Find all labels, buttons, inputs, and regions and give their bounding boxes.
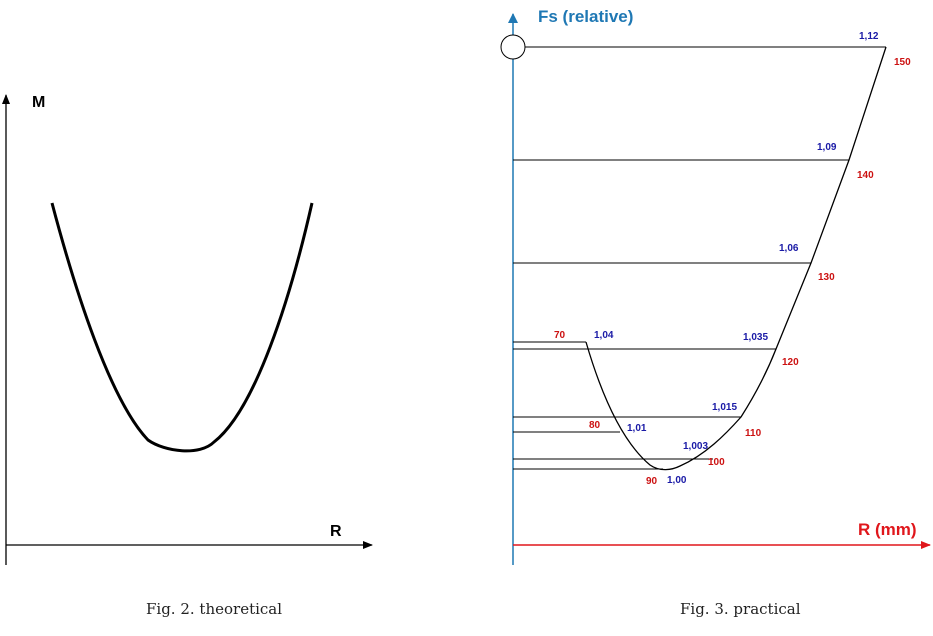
fig2-x-label: R [330,523,342,540]
fig3-fs-curve [585,46,887,471]
top-circle-marker [500,34,526,60]
r-label-140: 140 [857,170,874,181]
fs-label-1-06: 1,06 [779,243,799,254]
fig2-y-label: M [32,94,45,111]
fs-label-1-035: 1,035 [743,332,768,343]
fig3-y-label: Fs (relative) [538,7,633,26]
fig2-caption: Fig. 2. theoretical [146,600,283,618]
fs-label-1-04: 1,04 [594,330,614,341]
fs-label-1-00: 1,00 [667,475,687,486]
fig3-x-label: R (mm) [858,520,917,539]
r-label-120: 120 [782,357,799,368]
r-label-90: 90 [646,476,658,487]
fs-label-1-003: 1,003 [683,441,708,452]
r-label-130: 130 [818,272,835,283]
r-label-70: 70 [554,330,566,341]
r-label-150: 150 [894,57,911,68]
r-label-100: 100 [708,457,725,468]
fs-label-1-09: 1,09 [817,142,837,153]
fs-label-1-01: 1,01 [627,423,647,434]
fig3-practical: Fs (relative) R (mm) 1,12 1,09 1,06 1,03… [500,7,931,565]
r-label-110: 110 [745,428,762,439]
fig2-u-curve [50,202,314,453]
fig2-theoretical: M R [1,94,373,565]
fs-label-1-015: 1,015 [712,402,737,413]
r-label-80: 80 [589,420,601,431]
fs-label-1-12: 1,12 [859,31,879,42]
fig3-caption: Fig. 3. practical [680,600,801,618]
